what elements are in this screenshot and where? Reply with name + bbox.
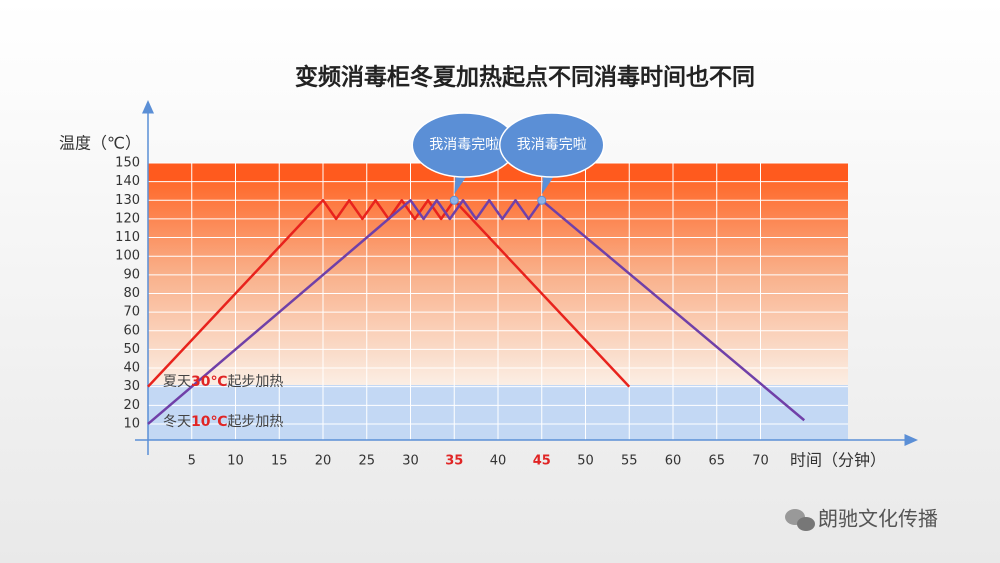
x-tick-label: 60 bbox=[665, 454, 682, 469]
x-tick-label: 65 bbox=[708, 454, 725, 469]
x-axis-label: 时间（分钟） bbox=[790, 451, 886, 470]
x-tick-label: 35 bbox=[445, 454, 463, 469]
y-tick-label: 10 bbox=[123, 416, 140, 431]
x-tick-label: 40 bbox=[490, 454, 507, 469]
wechat-icon bbox=[797, 517, 815, 531]
y-axis-label: 温度（℃） bbox=[59, 134, 141, 153]
y-tick-label: 130 bbox=[115, 193, 140, 208]
x-tick-label: 15 bbox=[271, 454, 288, 469]
y-tick-label: 60 bbox=[123, 323, 140, 338]
y-tick-label: 150 bbox=[115, 156, 140, 171]
y-tick-label: 70 bbox=[123, 305, 140, 320]
annotation: 冬天10℃起步加热 bbox=[163, 414, 283, 430]
series-line bbox=[147, 199, 806, 425]
y-tick-label: 120 bbox=[115, 211, 140, 226]
watermark-text: 朗驰文化传播 bbox=[818, 507, 938, 531]
x-tick-label: 50 bbox=[577, 454, 594, 469]
annotation-part: 冬天 bbox=[163, 414, 191, 430]
x-tick-label: 55 bbox=[621, 454, 638, 469]
x-tick-label: 10 bbox=[227, 454, 244, 469]
chart-title: 变频消毒柜冬夏加热起点不同消毒时间也不同 bbox=[295, 64, 755, 91]
annotation-part: 30℃ bbox=[191, 374, 227, 390]
y-tick-label: 50 bbox=[123, 342, 140, 357]
annotation-part: 起步加热 bbox=[227, 374, 283, 390]
x-tick-label: 25 bbox=[358, 454, 375, 469]
x-tick-label: 30 bbox=[402, 454, 419, 469]
x-tick-label: 5 bbox=[188, 454, 196, 469]
watermark: 朗驰文化传播 bbox=[785, 507, 938, 531]
annotation-part: 10℃ bbox=[191, 414, 227, 430]
x-tick-label: 20 bbox=[315, 454, 332, 469]
marker bbox=[537, 195, 547, 205]
callout bbox=[499, 112, 605, 178]
y-tick-label: 20 bbox=[123, 398, 140, 413]
callout-text: 我消毒完啦 bbox=[429, 136, 499, 153]
y-tick-label: 30 bbox=[123, 379, 140, 394]
annotation-part: 夏天 bbox=[163, 374, 191, 390]
x-tick-label: 45 bbox=[533, 454, 551, 469]
annotation-part: 起步加热 bbox=[227, 414, 283, 430]
y-tick-label: 100 bbox=[115, 249, 140, 264]
marker bbox=[449, 195, 459, 205]
y-tick-label: 90 bbox=[123, 267, 140, 282]
x-tick-label: 70 bbox=[752, 454, 769, 469]
y-tick-label: 80 bbox=[123, 286, 140, 301]
annotation: 夏天30℃起步加热 bbox=[163, 374, 283, 390]
y-tick-label: 140 bbox=[115, 174, 140, 189]
callout-text: 我消毒完啦 bbox=[517, 136, 587, 153]
y-tick-label: 40 bbox=[123, 361, 140, 376]
y-tick-label: 110 bbox=[115, 230, 140, 245]
